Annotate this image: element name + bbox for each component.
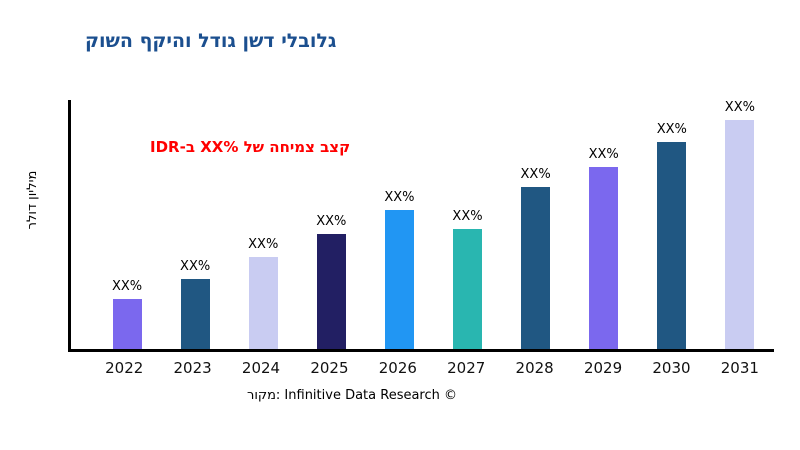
bar-column: XX% (502, 100, 570, 349)
bar-value-label: XX% (384, 189, 415, 205)
x-tick-label: 2025 (310, 359, 349, 377)
x-tick-label: 2028 (515, 359, 554, 377)
bars-container: XX% XX% XX% XX% XX% XX% XX% XX% XX% XX% (71, 100, 774, 349)
x-tick-label: 2022 (105, 359, 144, 377)
x-tick-label: 2029 (583, 359, 623, 377)
bar-2025 (316, 234, 346, 349)
bar-2022 (112, 299, 142, 349)
bar-value-label: XX% (111, 279, 143, 295)
bar-column: XX% (570, 100, 638, 349)
bar-value-label: XX% (248, 236, 279, 252)
bar-column: XX% (161, 100, 229, 349)
bar-2027 (453, 229, 482, 349)
x-tick-label: 2031 (720, 359, 759, 377)
bar-column: XX% (706, 100, 774, 349)
bar-2023 (180, 279, 210, 349)
bar-column: XX% (365, 100, 433, 349)
bar-2026 (384, 209, 414, 349)
growth-rate-annotation: קצב צמיחה של %XX ב-IDR (150, 138, 351, 156)
bar-value-label: XX% (724, 100, 755, 115)
bar-2030 (657, 142, 687, 349)
bar-value-label: XX% (656, 122, 687, 138)
bar-value-label: XX% (180, 259, 211, 275)
x-tick-label: 2027 (447, 359, 486, 377)
bar-2024 (248, 256, 278, 349)
plot-area: XX% XX% XX% XX% XX% XX% XX% XX% XX% XX% (68, 100, 774, 352)
bar-value-label: XX% (588, 147, 619, 163)
source-footer: מקור: Infinitive Data Research © (246, 388, 458, 403)
x-tick-label: 2026 (378, 359, 417, 377)
bar-column: XX% (433, 100, 501, 349)
bar-column: XX% (638, 100, 706, 349)
x-tick-label: 2030 (652, 359, 691, 377)
chart-title: גלובלי דשן גודל והיקף השוק (85, 30, 337, 52)
x-tick-label: 2024 (241, 359, 281, 377)
bar-column: XX% (297, 100, 365, 349)
bar-value-label: XX% (316, 214, 347, 230)
bar-column: XX% (229, 100, 297, 349)
y-axis-label: מיליון דולר (25, 170, 40, 230)
bar-2031 (725, 120, 755, 349)
x-axis-labels: 2022 2023 2024 2025 2026 2027 2028 2029 2030 2031 (68, 359, 774, 377)
bar-value-label: XX% (520, 167, 551, 183)
bar-2029 (589, 167, 619, 349)
bar-column: XX% (93, 100, 161, 349)
x-tick-label: 2023 (173, 359, 212, 377)
bar-2028 (521, 187, 551, 349)
bar-value-label: XX% (452, 209, 483, 225)
